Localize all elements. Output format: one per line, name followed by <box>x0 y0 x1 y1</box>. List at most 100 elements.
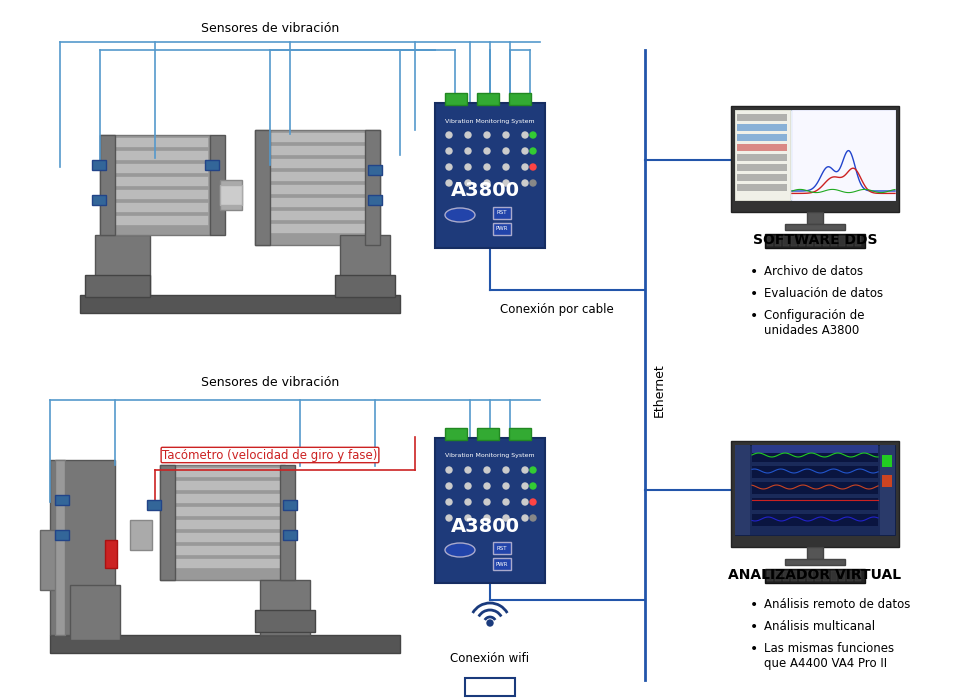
Circle shape <box>522 148 528 154</box>
Bar <box>831 571 837 581</box>
Text: Análisis remoto de datos: Análisis remoto de datos <box>764 598 910 611</box>
Bar <box>162 467 283 477</box>
Circle shape <box>446 132 452 138</box>
Text: •: • <box>750 598 758 612</box>
Bar <box>465 678 515 696</box>
Text: Vibration Monitoring System: Vibration Monitoring System <box>445 119 534 124</box>
Circle shape <box>446 467 452 473</box>
Bar <box>735 445 750 535</box>
Bar <box>799 236 805 246</box>
Bar <box>792 110 895 200</box>
Text: •: • <box>750 287 758 301</box>
Text: RST: RST <box>497 546 508 551</box>
Bar <box>340 235 390 295</box>
Bar <box>100 135 115 235</box>
Bar <box>737 154 787 161</box>
Circle shape <box>530 164 536 170</box>
Bar <box>162 558 283 568</box>
Bar <box>765 569 865 583</box>
Text: Ethernet: Ethernet <box>653 363 666 417</box>
Bar <box>280 465 295 580</box>
Bar <box>257 158 378 168</box>
Bar <box>807 212 823 224</box>
Circle shape <box>503 180 509 186</box>
Bar <box>260 580 310 635</box>
Bar <box>767 571 773 581</box>
Bar <box>839 571 845 581</box>
Circle shape <box>446 164 452 170</box>
Text: SOFTWARE DDS: SOFTWARE DDS <box>752 233 878 247</box>
Bar <box>823 236 829 246</box>
Text: Configuración de
unidades A3800: Configuración de unidades A3800 <box>764 309 864 337</box>
Text: Conexión por cable: Conexión por cable <box>500 304 614 316</box>
Bar <box>737 144 787 151</box>
Bar <box>102 163 208 173</box>
Text: PWR: PWR <box>496 561 509 567</box>
Bar <box>855 571 861 581</box>
Bar <box>807 547 823 559</box>
Bar <box>40 530 60 590</box>
Bar <box>767 236 773 246</box>
Bar <box>737 134 787 141</box>
Text: Vibration Monitoring System: Vibration Monitoring System <box>445 454 534 459</box>
Bar <box>815 571 821 581</box>
Bar <box>839 236 845 246</box>
Bar <box>283 530 297 540</box>
Circle shape <box>484 180 490 186</box>
Bar <box>882 475 892 487</box>
Circle shape <box>465 467 471 473</box>
Circle shape <box>503 132 509 138</box>
Bar <box>55 530 69 540</box>
Bar <box>205 160 219 170</box>
Bar <box>220 180 242 210</box>
Bar <box>283 500 297 510</box>
Bar <box>368 165 382 175</box>
Bar <box>162 519 283 529</box>
Bar <box>815 236 821 246</box>
Bar <box>731 441 899 547</box>
Text: Análisis multicanal: Análisis multicanal <box>764 620 875 633</box>
Circle shape <box>484 467 490 473</box>
Circle shape <box>465 515 471 521</box>
Bar <box>255 130 380 245</box>
Bar <box>752 445 878 453</box>
Bar <box>335 275 395 297</box>
Circle shape <box>530 483 536 489</box>
Text: •: • <box>750 309 758 323</box>
Bar <box>799 571 805 581</box>
Bar <box>445 428 467 440</box>
Bar <box>477 428 499 440</box>
Circle shape <box>503 483 509 489</box>
Circle shape <box>446 499 452 505</box>
Text: Sensores de vibración: Sensores de vibración <box>201 376 339 389</box>
Bar <box>80 295 400 313</box>
Bar <box>147 500 161 510</box>
Bar <box>257 210 378 220</box>
Bar <box>775 236 781 246</box>
Bar <box>737 114 787 121</box>
Text: PWR: PWR <box>496 226 509 232</box>
Bar <box>162 506 283 516</box>
Circle shape <box>465 499 471 505</box>
Circle shape <box>487 620 493 626</box>
Bar <box>255 610 315 632</box>
Bar <box>847 571 853 581</box>
Bar <box>509 93 531 105</box>
Bar <box>735 110 895 200</box>
Bar <box>847 236 853 246</box>
Bar <box>752 514 878 526</box>
Bar <box>257 171 378 181</box>
Bar <box>493 207 511 219</box>
Circle shape <box>522 515 528 521</box>
Bar <box>255 130 270 245</box>
Bar <box>105 540 117 568</box>
Bar <box>257 197 378 207</box>
Circle shape <box>465 164 471 170</box>
Bar <box>445 93 467 105</box>
Circle shape <box>522 164 528 170</box>
Text: •: • <box>750 265 758 279</box>
Bar <box>102 150 208 160</box>
Bar <box>807 236 813 246</box>
Bar <box>737 174 787 181</box>
Bar <box>92 195 106 205</box>
